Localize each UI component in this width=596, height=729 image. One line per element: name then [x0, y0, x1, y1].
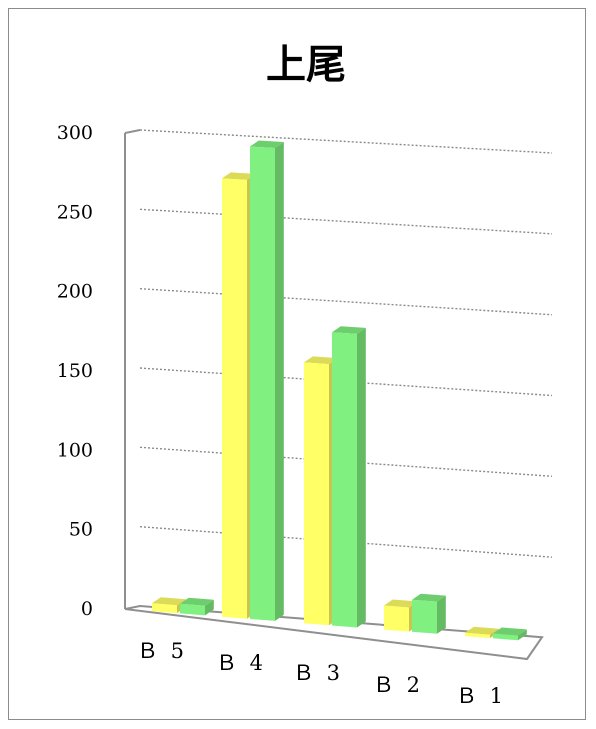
bar-side: [437, 595, 446, 634]
y-tick-label: 250: [57, 201, 93, 223]
bar-2-2: [250, 140, 284, 621]
x-category-label: Ｂ 1: [456, 684, 506, 708]
chart-title: 上尾: [266, 41, 346, 88]
y-tick-label: 200: [57, 281, 93, 303]
y-tick-label: 300: [57, 122, 93, 144]
y-tick-label: 100: [57, 439, 93, 461]
y-tick-label: 150: [57, 360, 93, 382]
y-axis-top-edge: [124, 129, 141, 134]
bar-2-4: [412, 593, 446, 634]
bar-2-5: [493, 627, 527, 641]
bar-top: [332, 326, 366, 334]
gridline: [139, 288, 553, 316]
bar-2-1: [180, 597, 214, 616]
bar-top: [384, 599, 418, 608]
gridline: [139, 129, 553, 154]
bar-top: [180, 597, 214, 606]
gridline: [139, 446, 553, 477]
x-category-label: Ｂ 4: [216, 651, 266, 675]
bar-side: [357, 327, 366, 628]
bar-front: [304, 362, 329, 626]
axis-layer: [124, 129, 544, 661]
y-tick-label: 50: [69, 519, 93, 541]
bar-side: [205, 599, 214, 616]
bar-front: [412, 599, 437, 634]
bar-front: [180, 603, 205, 616]
bar-top: [152, 597, 186, 606]
bar-front: [222, 178, 247, 619]
bar-2-3: [332, 326, 366, 628]
grid-layer: [139, 129, 553, 558]
bar-top: [412, 593, 446, 602]
chart-frame: [8, 8, 586, 720]
bars: [152, 140, 527, 641]
bar-side: [275, 142, 284, 621]
bar-front: [384, 605, 409, 632]
bar-front: [152, 603, 177, 614]
x-category-labels: Ｂ 5 Ｂ 4 Ｂ 3 Ｂ 2 Ｂ 1: [137, 639, 506, 708]
bar-top: [222, 172, 256, 180]
gridline: [139, 367, 553, 397]
bar-top: [304, 356, 338, 365]
bar-front: [465, 632, 490, 639]
y-tick-labels: 0 50 100 150 200 250 300: [57, 122, 93, 620]
gridline: [139, 526, 553, 558]
floor-plane: [124, 604, 544, 661]
bar-front: [332, 332, 357, 628]
bar-1-4: [384, 599, 418, 632]
bar-side: [518, 629, 527, 641]
gridline: [139, 208, 553, 235]
bar-front: [493, 633, 518, 641]
bar-front: [250, 146, 275, 621]
y-tick-label: 0: [81, 598, 93, 620]
x-category-label: Ｂ 5: [137, 639, 187, 663]
bar-top: [493, 627, 527, 636]
bar-top: [250, 140, 284, 148]
x-category-label: Ｂ 2: [373, 673, 423, 697]
bar-top: [465, 626, 499, 635]
x-category-label: Ｂ 3: [293, 661, 343, 685]
